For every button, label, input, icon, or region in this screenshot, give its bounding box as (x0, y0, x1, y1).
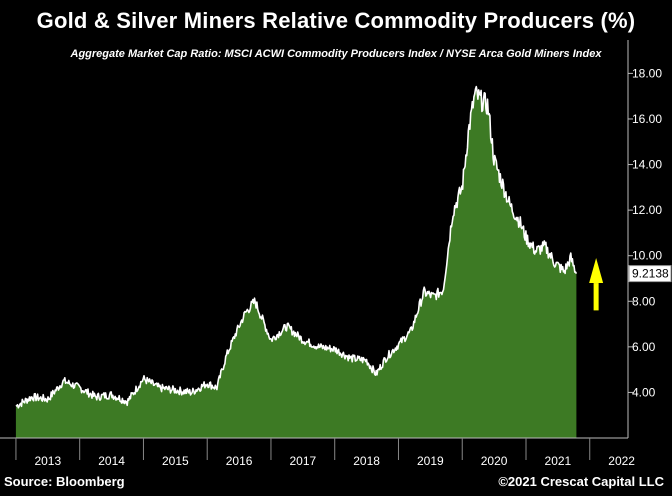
series-line (15, 85, 578, 409)
source-note: Source: Bloomberg (4, 474, 125, 489)
plot-area: 4.00 6.00 8.00 10.00 12.00 14.00 16.00 18.00 201… (0, 40, 672, 468)
y-tick-label: 8.00 (632, 294, 656, 308)
x-tick-label: 2017 (289, 454, 316, 468)
x-tick-label: 2022 (608, 454, 635, 468)
up-arrow-head (589, 257, 604, 284)
chart-subtitle: Aggregate Market Cap Ratio: MSCI ACWI Co… (70, 48, 602, 60)
y-tick-label: 12.00 (632, 203, 662, 217)
x-tick-label: 2016 (226, 454, 253, 468)
y-tick-label: 16.00 (632, 112, 662, 126)
x-tick-label: 2015 (162, 454, 189, 468)
x-tick-label: 2018 (353, 454, 380, 468)
x-tick-label: 2014 (98, 454, 125, 468)
y-tick-label: 18.00 (632, 66, 662, 80)
y-tick-label: 14.00 (632, 158, 662, 172)
y-tick-label: 6.00 (632, 340, 656, 354)
last-value-box (628, 265, 672, 283)
y-tick-label: 4.00 (632, 385, 656, 399)
copyright-note: ©2021 Crescat Capital LLC (498, 474, 664, 489)
y-tick-label: 10.00 (632, 249, 662, 263)
area-fill (15, 86, 577, 438)
x-tick-label: 2019 (417, 454, 444, 468)
x-tick-label: 2021 (545, 454, 572, 468)
x-tick-label: 2013 (34, 454, 61, 468)
last-value-label: 9.2138 (632, 267, 669, 281)
chart-title: Gold & Silver Miners Relative Commodity … (36, 8, 636, 33)
up-arrow-shaft (593, 283, 599, 311)
x-tick-label: 2020 (481, 454, 508, 468)
